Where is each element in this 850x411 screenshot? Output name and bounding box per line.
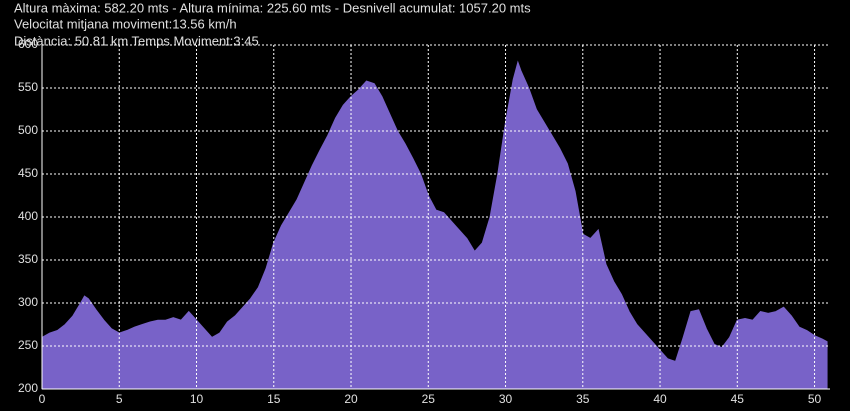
y-tick-label: 300 xyxy=(18,295,38,309)
x-tick-label: 15 xyxy=(267,392,281,406)
x-tick-label: 50 xyxy=(808,392,822,406)
x-tick-label: 25 xyxy=(422,392,436,406)
y-tick-label: 200 xyxy=(18,381,38,395)
y-tick-label: 450 xyxy=(18,166,38,180)
x-tick-label: 0 xyxy=(39,392,46,406)
y-tick-label: 550 xyxy=(18,80,38,94)
y-tick-label: 250 xyxy=(18,338,38,352)
x-tick-label: 40 xyxy=(653,392,667,406)
y-tick-label: 350 xyxy=(18,252,38,266)
annotation: Velocitat mitjana moviment:13.56 km/h xyxy=(14,16,237,31)
x-tick-label: 5 xyxy=(116,392,123,406)
x-tick-label: 20 xyxy=(344,392,358,406)
x-tick-label: 10 xyxy=(190,392,204,406)
y-tick-label: 400 xyxy=(18,209,38,223)
y-tick-label: 500 xyxy=(18,123,38,137)
annotation: Distància: 50.81 km Temps Moviment:3:45 xyxy=(14,33,259,48)
x-tick-label: 45 xyxy=(731,392,745,406)
elevation-area xyxy=(41,60,828,390)
x-tick-label: 30 xyxy=(499,392,513,406)
y-tick-label: 600 xyxy=(18,37,38,51)
x-tick-label: 35 xyxy=(576,392,590,406)
annotation: Altura màxima: 582.20 mts - Altura mínim… xyxy=(14,0,531,15)
